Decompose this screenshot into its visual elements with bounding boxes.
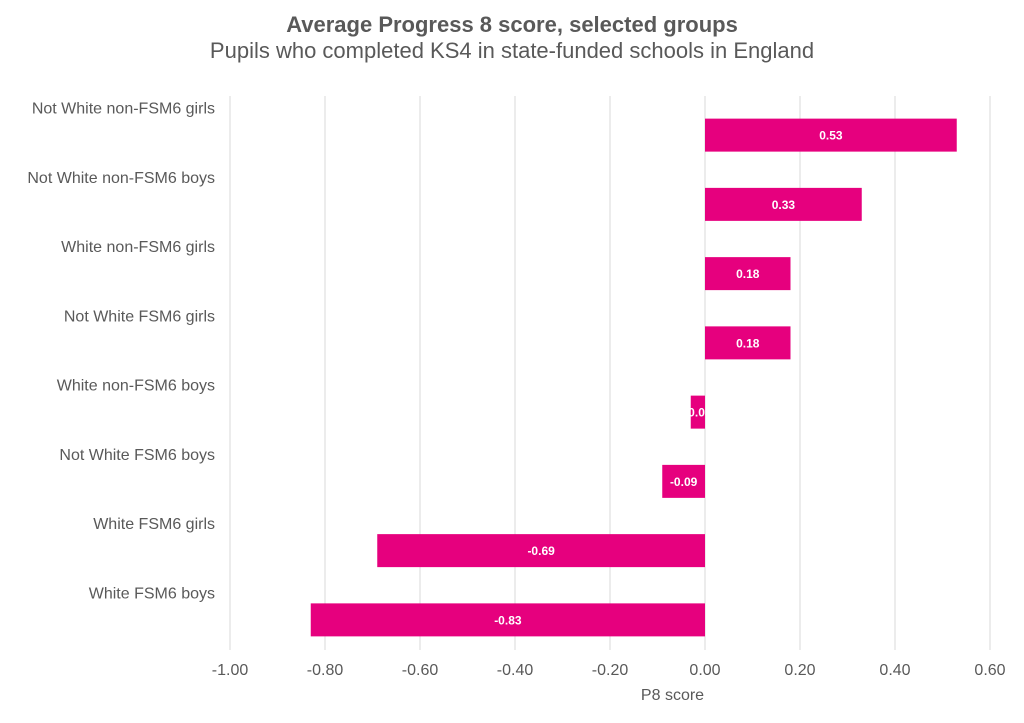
bar — [705, 257, 791, 291]
bar — [310, 603, 705, 637]
data-label: 0.53 — [819, 129, 843, 143]
x-tick-label: 0.60 — [974, 662, 1005, 679]
data-label: 0.18 — [736, 336, 760, 350]
x-tick-label: -1.00 — [212, 662, 249, 679]
category-label: White non-FSM6 girls — [61, 239, 215, 256]
x-tick-label: 0.40 — [879, 662, 910, 679]
data-label: -0.69 — [527, 544, 555, 558]
x-tick-label: 0.20 — [784, 662, 815, 679]
chart-title: Average Progress 8 score, selected group… — [286, 12, 738, 37]
data-label: -0.03 — [684, 406, 712, 420]
data-label: -0.83 — [494, 613, 522, 627]
bar — [377, 534, 705, 568]
bar — [705, 187, 862, 221]
category-label: Not White FSM6 girls — [64, 308, 215, 325]
category-label: Not White FSM6 boys — [59, 447, 215, 464]
x-tick-label: -0.40 — [497, 662, 534, 679]
bar — [662, 464, 705, 498]
category-label: White FSM6 boys — [89, 585, 215, 602]
chart-subtitle: Pupils who completed KS4 in state-funded… — [209, 38, 815, 63]
x-tick-label: -0.20 — [592, 662, 629, 679]
data-label: -0.09 — [670, 475, 698, 489]
x-axis-label: P8 score — [641, 687, 704, 704]
bar — [690, 395, 705, 429]
x-tick-label: -0.60 — [402, 662, 439, 679]
category-label: White FSM6 girls — [93, 516, 215, 533]
x-tick-label: -0.80 — [307, 662, 344, 679]
data-label: 0.33 — [772, 198, 796, 212]
bar — [705, 118, 957, 152]
x-tick-label: 0.00 — [689, 662, 720, 679]
category-label: Not White non-FSM6 girls — [32, 101, 215, 118]
bar — [705, 326, 791, 360]
category-label: Not White non-FSM6 boys — [27, 170, 215, 187]
data-label: 0.18 — [736, 267, 760, 281]
category-label: White non-FSM6 boys — [57, 378, 215, 395]
